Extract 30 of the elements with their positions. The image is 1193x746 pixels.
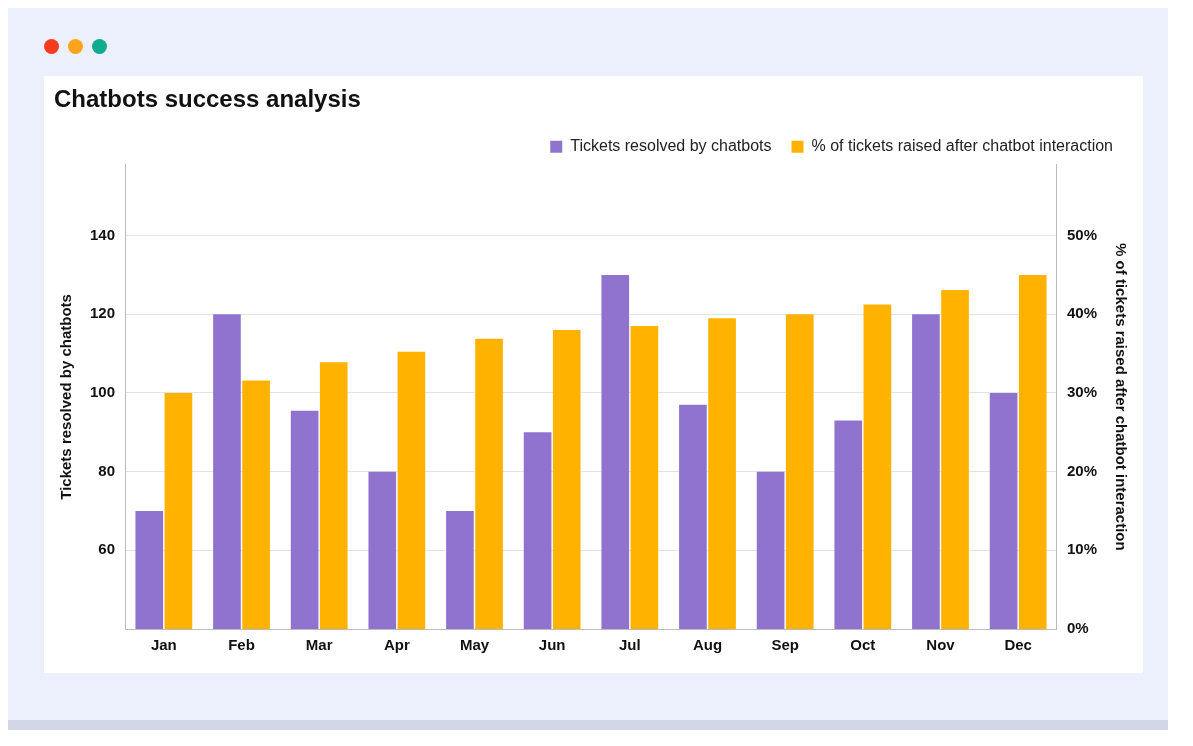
y-tick-label: 60: [98, 540, 116, 558]
chart-title: Chatbots success analysis: [54, 85, 361, 113]
y2-axis-title: % of tickets raised after chatbot interaction: [1112, 243, 1130, 551]
x-tick-label: Aug: [692, 636, 723, 654]
x-tick-label: Jul: [618, 636, 641, 654]
x-tick-label: Jan: [150, 636, 177, 654]
x-tick-label: Sep: [771, 636, 799, 654]
x-tick-label: Nov: [926, 636, 956, 654]
y-tick-label: 120: [90, 304, 116, 322]
x-tick-label: Jun: [538, 636, 566, 654]
y2-tick-label: 10%: [1066, 540, 1098, 558]
x-tick-label: Apr: [383, 636, 410, 654]
y2-tick-label: 30%: [1066, 383, 1098, 401]
x-tick-label: Feb: [228, 636, 255, 654]
legend-label: % of tickets raised after chatbot interaction: [811, 137, 1113, 155]
legend-label: Tickets resolved by chatbots: [570, 137, 772, 155]
x-tick-label: Mar: [305, 636, 333, 654]
x-tick-label: Oct: [850, 636, 876, 654]
y2-tick-label: 40%: [1066, 304, 1098, 322]
y-tick-label: 140: [90, 225, 116, 243]
x-tick-label: Dec: [1004, 636, 1032, 654]
x-tick-label: May: [459, 636, 490, 654]
bar: [475, 338, 503, 629]
bar: [164, 392, 193, 629]
y2-tick-label: 50%: [1066, 225, 1098, 243]
y2-tick-label: 0%: [1066, 619, 1089, 637]
y-tick-label: 80: [98, 461, 116, 479]
y-tick-label: 100: [90, 383, 116, 401]
y-axis-title: Tickets resolved by chatbots: [57, 294, 75, 500]
y2-tick-label: 20%: [1066, 461, 1098, 479]
